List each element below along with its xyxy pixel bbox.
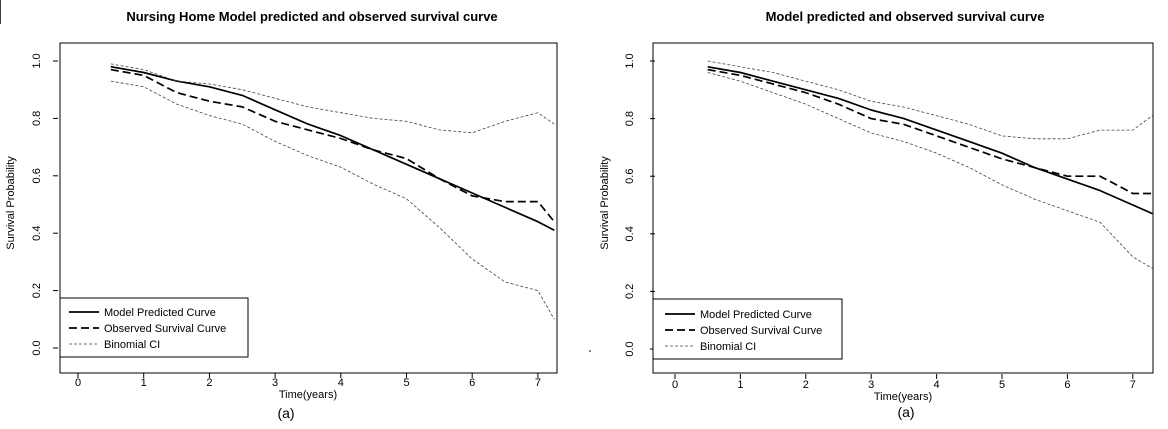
legend: Model Predicted Curve Observed Survival … <box>59 297 249 358</box>
legend-label-ci: Binomial CI <box>700 341 756 353</box>
x-axis-label: Time(years) <box>874 391 932 403</box>
y-tick-label: 0.6 <box>624 169 636 184</box>
legend-label-observed: Observed Survival Curve <box>700 325 822 337</box>
x-tick-label: 2 <box>206 377 212 389</box>
ci-upper-line <box>110 63 555 134</box>
x-tick-label: 3 <box>272 377 278 389</box>
axis-ticks: 0 1 2 3 4 5 6 7 0.0 0.2 0.4 0.6 0.8 1.0 <box>624 53 1136 391</box>
x-tick-label: 7 <box>535 377 541 389</box>
x-tick-label: 2 <box>803 379 809 391</box>
axis-ticks: 0 1 2 3 4 5 6 7 0.0 0.2 0.4 0.6 0.8 1.0 <box>31 53 541 389</box>
x-tick-label: 1 <box>737 379 743 391</box>
y-tick-label: 1.0 <box>31 53 43 68</box>
legend-box <box>59 297 249 358</box>
x-tick-label: 6 <box>1064 379 1070 391</box>
y-tick-label: 0.2 <box>31 283 43 298</box>
plot-frame <box>652 42 1154 374</box>
x-tick-label: 4 <box>934 379 940 391</box>
ci-upper-line <box>707 60 1153 140</box>
legend-label-model: Model Predicted Curve <box>104 307 216 319</box>
chart-title: Model predicted and observed survival cu… <box>766 9 1045 24</box>
y-tick-label: 0.4 <box>624 226 636 241</box>
model-predicted-line <box>110 65 555 232</box>
observed-survival-line <box>110 68 555 223</box>
legend: Model Predicted Curve Observed Survival … <box>652 298 843 360</box>
x-tick-label: 5 <box>403 377 409 389</box>
model-predicted-line <box>707 65 1153 215</box>
x-axis-label: Time(years) <box>279 389 337 401</box>
y-tick-label: 0.8 <box>624 111 636 126</box>
series-lines <box>707 60 1153 269</box>
y-tick-label: 0.2 <box>624 284 636 299</box>
y-tick-label: 0.0 <box>31 340 43 355</box>
series-lines <box>110 63 555 320</box>
chart-panel-right: Model predicted and observed survival cu… <box>599 9 1154 420</box>
x-tick-label: 7 <box>1130 379 1136 391</box>
y-tick-label: 1.0 <box>624 53 636 68</box>
y-tick-label: 0.4 <box>31 226 43 241</box>
x-tick-label: 1 <box>141 377 147 389</box>
x-tick-label: 0 <box>75 377 81 389</box>
observed-survival-line <box>707 68 1153 195</box>
legend-box <box>652 298 843 360</box>
panel-label: (a) <box>277 405 294 421</box>
legend-label-observed: Observed Survival Curve <box>104 323 226 335</box>
y-tick-label: 0.0 <box>624 341 636 356</box>
x-tick-label: 0 <box>672 379 678 391</box>
y-axis-label: Survival Probability <box>5 156 17 250</box>
ci-lower-line <box>110 80 555 320</box>
ci-lower-line <box>707 72 1153 269</box>
y-tick-label: 0.8 <box>31 111 43 126</box>
y-axis-label: Survival Probability <box>599 156 611 250</box>
x-tick-label: 5 <box>999 379 1005 391</box>
stray-dot <box>589 350 591 352</box>
plot-frame <box>59 42 558 374</box>
legend-label-ci: Binomial CI <box>104 339 160 351</box>
legend-label-model: Model Predicted Curve <box>700 309 812 321</box>
chart-title: Nursing Home Model predicted and observe… <box>126 9 497 24</box>
x-tick-label: 3 <box>868 379 874 391</box>
panel-label: (a) <box>897 404 914 420</box>
y-tick-label: 0.6 <box>31 168 43 183</box>
chart-panel-left: Nursing Home Model predicted and observe… <box>5 9 558 421</box>
x-tick-label: 6 <box>469 377 475 389</box>
x-tick-label: 4 <box>338 377 344 389</box>
